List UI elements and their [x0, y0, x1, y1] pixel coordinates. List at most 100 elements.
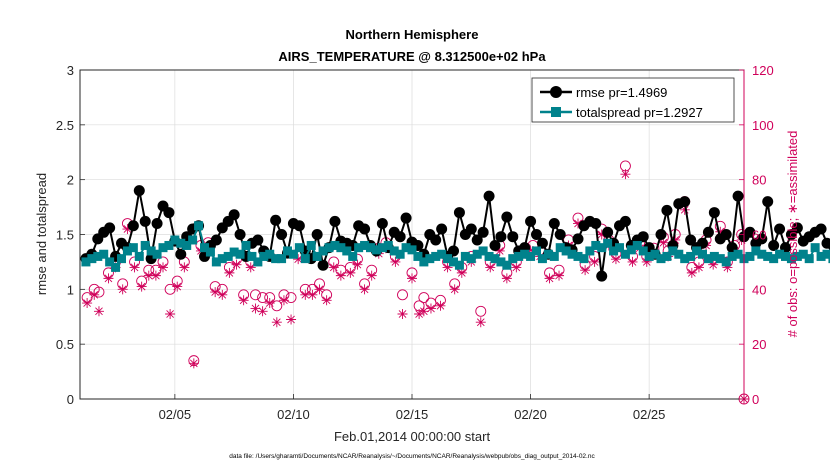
rmse-point [762, 196, 773, 207]
obs-assimilated-point [250, 304, 260, 314]
obs-assimilated-point [137, 282, 147, 292]
obs-assimilated-point [258, 306, 268, 316]
legend: rmse pr=1.4969 totalspread pr=1.2927 [532, 78, 734, 122]
x-tick-label: 02/10 [277, 407, 310, 422]
obs-assimilated-point [398, 309, 408, 319]
rmse-point [495, 231, 506, 242]
rmse-point [163, 207, 174, 218]
y2-axis-label: # of obs: o=possible; ∗=assimilated [785, 131, 800, 338]
obs-assimilated-point [419, 306, 429, 316]
obs-assimilated-point [103, 273, 113, 283]
rmse-point [454, 207, 465, 218]
obs-assimilated-point [172, 282, 182, 292]
obs-assimilated-point [336, 271, 346, 281]
obs-assimilated-point [224, 268, 234, 278]
chart-title: Northern Hemisphere [346, 27, 479, 42]
rmse-point [229, 209, 240, 220]
totalspread-point [277, 254, 286, 263]
x-tick-label: 02/05 [159, 407, 192, 422]
rmse-point [679, 196, 690, 207]
obs-assimilated-point [322, 295, 332, 305]
totalspread-point [811, 243, 820, 252]
rmse-point [377, 218, 388, 229]
obs-assimilated-point [94, 306, 104, 316]
obs-assimilated-point [158, 262, 168, 272]
rmse-point [721, 229, 732, 240]
rmse-point [501, 211, 512, 222]
totalspread-point [117, 254, 126, 263]
rmse-point [549, 218, 560, 229]
rmse-point [573, 233, 584, 244]
y-tick-label: 1 [67, 282, 74, 297]
rmse-point [211, 234, 222, 245]
rmse-point [733, 191, 744, 202]
rmse-point [395, 231, 406, 242]
rmse-point [270, 215, 281, 226]
obs-assimilated-point [239, 295, 249, 305]
totalspread-point [301, 254, 310, 263]
rmse-point [703, 227, 714, 238]
rmse-point [656, 229, 667, 240]
rmse-point [235, 229, 246, 240]
rmse-point [359, 224, 370, 235]
legend-rmse-label: rmse pr=1.4969 [576, 85, 667, 100]
rmse-point [590, 218, 601, 229]
rmse-point [466, 224, 477, 235]
rmse-point [152, 218, 163, 229]
obs-assimilated-point [232, 260, 242, 270]
obs-assimilated-point [130, 262, 140, 272]
obs-assimilated-point [286, 314, 296, 324]
obs-assimilated-point [118, 284, 128, 294]
chart-subtitle: AIRS_TEMPERATURE @ 8.312500e+02 hPa [278, 49, 546, 64]
legend-spread-marker [551, 107, 561, 117]
obs-assimilated-point [554, 271, 564, 281]
totalspread-point [188, 235, 197, 244]
legend-spread-label: totalspread pr=1.2927 [576, 105, 703, 120]
totalspread-point [129, 243, 138, 252]
rmse-point [484, 191, 495, 202]
legend-rmse-marker [550, 86, 562, 98]
y2-tick-label: 100 [752, 118, 774, 133]
obs-assimilated-point [687, 268, 697, 278]
totalspread-point [295, 243, 304, 252]
obs-assimilated-point [272, 317, 282, 327]
y2-tick-label: 120 [752, 63, 774, 78]
y-axis-label: rmse and totalspread [34, 173, 49, 295]
totalspread-point [603, 239, 612, 248]
rmse-point [140, 216, 151, 227]
y2-tick-label: 80 [752, 173, 766, 188]
obs-assimilated-point [407, 273, 417, 283]
rmse-point [104, 222, 115, 233]
x-tick-label: 02/20 [514, 407, 547, 422]
obs-assimilated-point [82, 298, 92, 308]
footnote: data file: /Users/gharamti/Documents/NCA… [229, 453, 595, 460]
y2-tick-label: 60 [752, 228, 766, 243]
y2-tick-label: 20 [752, 337, 766, 352]
rmse-point [134, 185, 145, 196]
rmse-point [430, 234, 441, 245]
obs-assimilated-point [151, 271, 161, 281]
obs-assimilated-point [611, 254, 621, 264]
totalspread-point [579, 254, 588, 263]
rmse-point [638, 231, 649, 242]
rmse-point [329, 216, 340, 227]
obs-assimilated-point [265, 298, 275, 308]
y-tick-label: 0 [67, 392, 74, 407]
rmse-point [507, 231, 518, 242]
rmse-point [816, 224, 827, 235]
rmse-point [312, 229, 323, 240]
obs-assimilated-point [620, 169, 630, 179]
obs-assimilated-point [694, 262, 704, 272]
y-tick-label: 0.5 [56, 337, 74, 352]
obs-assimilated-point [476, 317, 486, 327]
x-axis-label: Feb.01,2014 00:00:00 start [334, 429, 491, 444]
totalspread-point [242, 241, 251, 250]
obs-assimilated-point [580, 265, 590, 275]
rmse-point [602, 227, 613, 238]
obs-assimilated-point [545, 273, 555, 283]
obs-assimilated-point [450, 284, 460, 294]
rmse-point [436, 224, 447, 235]
rmse-point [620, 216, 631, 227]
totalspread-point [532, 246, 541, 255]
